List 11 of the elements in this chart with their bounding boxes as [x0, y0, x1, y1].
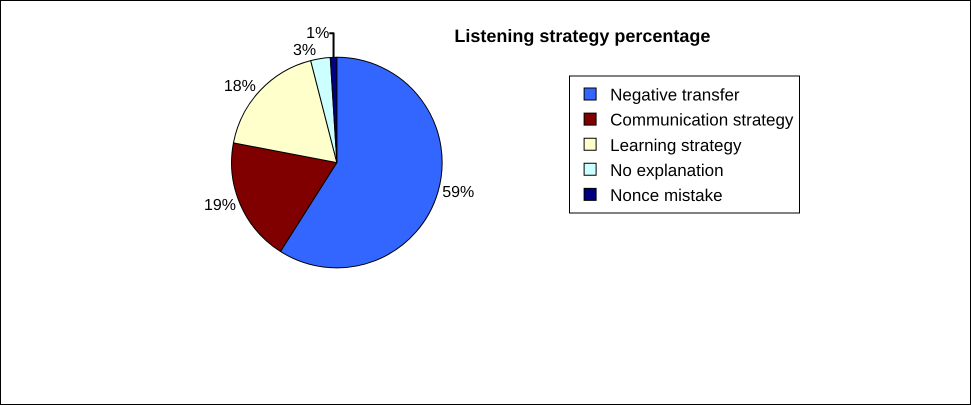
chart-title: Listening strategy percentage — [454, 26, 710, 46]
data-label: 18% — [224, 78, 256, 96]
data-label: 19% — [204, 197, 236, 214]
legend-label: Communication strategy — [610, 110, 794, 130]
legend-label: Negative transfer — [610, 86, 740, 105]
data-label: 1% — [306, 24, 330, 42]
legend-label: Learning strategy — [610, 136, 742, 155]
data-label: 3% — [293, 42, 316, 59]
legend-label: No explanation — [610, 160, 724, 180]
data-label: 59% — [442, 184, 474, 202]
legend-label: Nonce mistake — [610, 186, 723, 206]
